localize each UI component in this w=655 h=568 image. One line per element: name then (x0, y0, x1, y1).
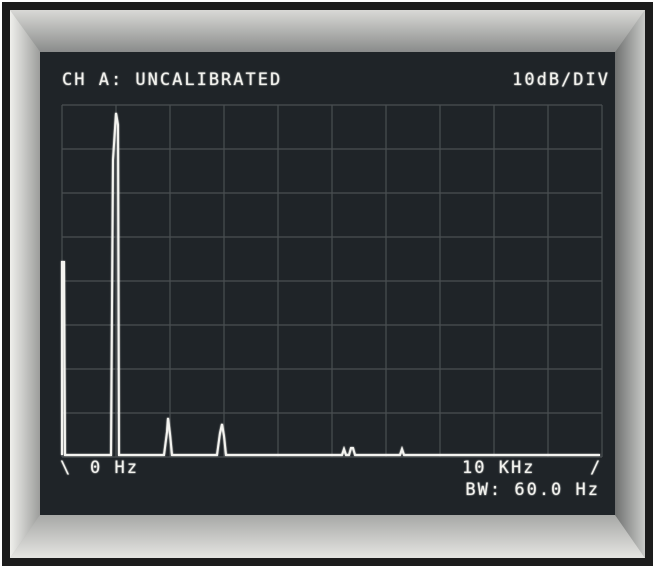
instrument-photo: CH A: UNCALIBRATED 10dB/DIV \ 0 Hz 10 KH… (0, 0, 655, 568)
stop-marker: / (590, 458, 602, 478)
screen (40, 52, 615, 515)
stop-frequency: 10 KHz (462, 458, 535, 478)
start-marker: \ (60, 458, 72, 478)
channel-label: CH A: UNCALIBRATED (62, 70, 282, 90)
bezel-left (10, 10, 40, 558)
bandwidth: BW: 60.0 Hz (465, 480, 600, 500)
scale-label: 10dB/DIV (512, 70, 610, 90)
bezel-bottom (10, 515, 645, 558)
start-frequency: 0 Hz (90, 458, 139, 478)
bezel-right (615, 10, 645, 558)
bezel-top (10, 10, 645, 52)
